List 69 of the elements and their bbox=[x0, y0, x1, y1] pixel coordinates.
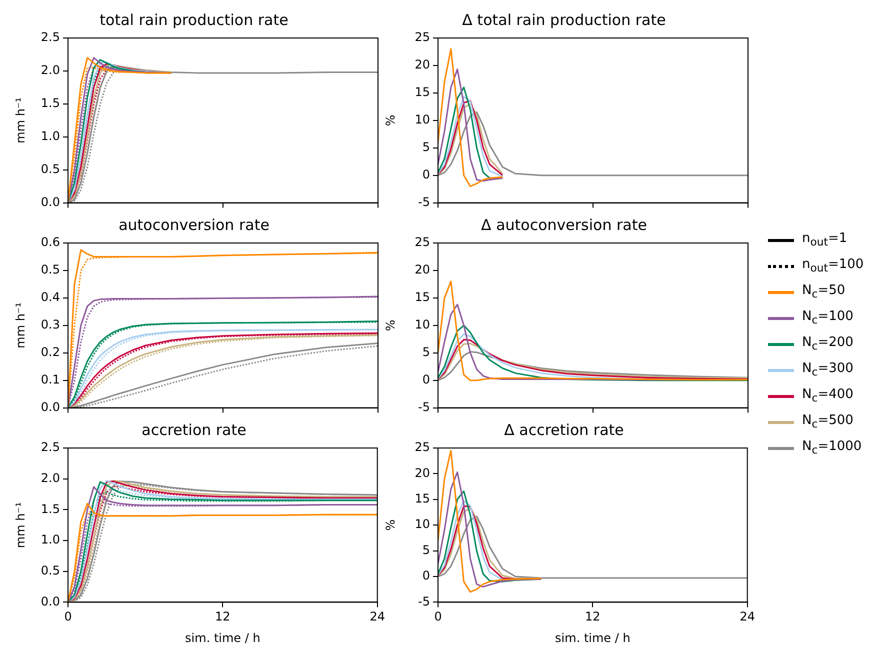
y-tick-label: 2.0 bbox=[40, 470, 60, 485]
y-tick-label: 15 bbox=[414, 290, 430, 304]
x-axis-title: sim. time / h bbox=[555, 630, 630, 645]
y-tick-label: 20 bbox=[414, 58, 430, 72]
y-tick-label: 0.3 bbox=[40, 318, 60, 332]
x-tick-label: 24 bbox=[740, 610, 756, 624]
y-tick-label: 20 bbox=[414, 466, 430, 480]
legend-label: N$_{c}$=500 bbox=[802, 413, 854, 431]
y-tick-label: 0.0 bbox=[40, 194, 60, 209]
chart-title: autoconversion rate bbox=[118, 216, 270, 234]
legend-label: n$_{out}$=1 bbox=[802, 231, 848, 249]
y-tick-label: 5 bbox=[422, 140, 430, 154]
legend-label: N$_{c}$=1000 bbox=[802, 439, 862, 457]
x-tick-label: 12 bbox=[215, 610, 230, 624]
y-tick-label: 0.5 bbox=[40, 563, 60, 578]
y-tick-label: 20 bbox=[414, 262, 430, 277]
y-tick-label: 2.5 bbox=[40, 440, 60, 454]
x-tick-label: 0 bbox=[64, 610, 72, 624]
y-tick-label: 1.0 bbox=[40, 129, 60, 144]
y-tick-label: 25 bbox=[414, 235, 430, 250]
y-tick-label: 0.4 bbox=[40, 290, 60, 304]
legend-label: N$_{c}$=200 bbox=[802, 335, 854, 353]
y-tick-label: 25 bbox=[414, 30, 430, 44]
y-tick-label: 0.0 bbox=[40, 594, 60, 608]
y-tick-label: -5 bbox=[418, 194, 430, 209]
y-axis-title: mm h⁻¹ bbox=[13, 97, 28, 144]
legend-label: N$_{c}$=400 bbox=[802, 387, 854, 405]
chart-title: Δ autoconversion rate bbox=[481, 216, 647, 234]
y-tick-label: -5 bbox=[418, 594, 430, 608]
legend-label: n$_{out}$=100 bbox=[802, 257, 864, 275]
y-tick-label: 0.6 bbox=[40, 235, 60, 250]
x-tick-label: 24 bbox=[370, 610, 386, 624]
y-tick-label: 0.1 bbox=[40, 372, 60, 386]
y-tick-label: 15 bbox=[414, 85, 430, 100]
x-tick-label: 0 bbox=[434, 610, 442, 624]
y-axis-title: mm h⁻¹ bbox=[13, 502, 28, 548]
chart-title: Δ total rain production rate bbox=[462, 10, 666, 29]
y-tick-label: -5 bbox=[418, 400, 430, 414]
y-tick-label: 25 bbox=[414, 440, 430, 454]
legend-label: N$_{c}$=50 bbox=[802, 283, 846, 301]
y-axis-title: mm h⁻¹ bbox=[13, 302, 28, 348]
y-tick-label: 2.0 bbox=[40, 63, 60, 78]
y-tick-label: 15 bbox=[414, 492, 430, 506]
chart-title: accretion rate bbox=[142, 420, 246, 439]
y-axis-title: % bbox=[383, 519, 398, 531]
legend-label: N$_{c}$=100 bbox=[802, 309, 854, 327]
y-axis-title: % bbox=[383, 320, 398, 332]
y-tick-label: 10 bbox=[414, 517, 430, 532]
y-axis-title: % bbox=[383, 114, 398, 126]
x-tick-label: 12 bbox=[585, 610, 600, 624]
y-tick-label: 0.2 bbox=[40, 344, 60, 359]
y-tick-label: 5 bbox=[422, 542, 430, 557]
y-tick-label: 5 bbox=[422, 344, 430, 359]
y-tick-label: 2.5 bbox=[40, 30, 60, 44]
chart-title: Δ accretion rate bbox=[504, 420, 624, 439]
y-tick-label: 0 bbox=[422, 372, 430, 386]
y-tick-label: 0.5 bbox=[40, 262, 60, 277]
y-tick-label: 1.5 bbox=[40, 502, 60, 516]
y-tick-label: 1.0 bbox=[40, 532, 60, 547]
y-tick-label: 10 bbox=[414, 112, 430, 127]
y-tick-label: 0 bbox=[422, 167, 430, 182]
legend-label: N$_{c}$=300 bbox=[802, 361, 854, 379]
y-tick-label: 10 bbox=[414, 318, 430, 332]
x-axis-title: sim. time / h bbox=[185, 630, 260, 645]
y-tick-label: 0.5 bbox=[40, 162, 60, 176]
y-tick-label: 1.5 bbox=[40, 96, 60, 110]
y-tick-label: 0.0 bbox=[40, 400, 60, 414]
chart-title: total rain production rate bbox=[100, 10, 288, 29]
y-tick-label: 0 bbox=[422, 568, 430, 583]
